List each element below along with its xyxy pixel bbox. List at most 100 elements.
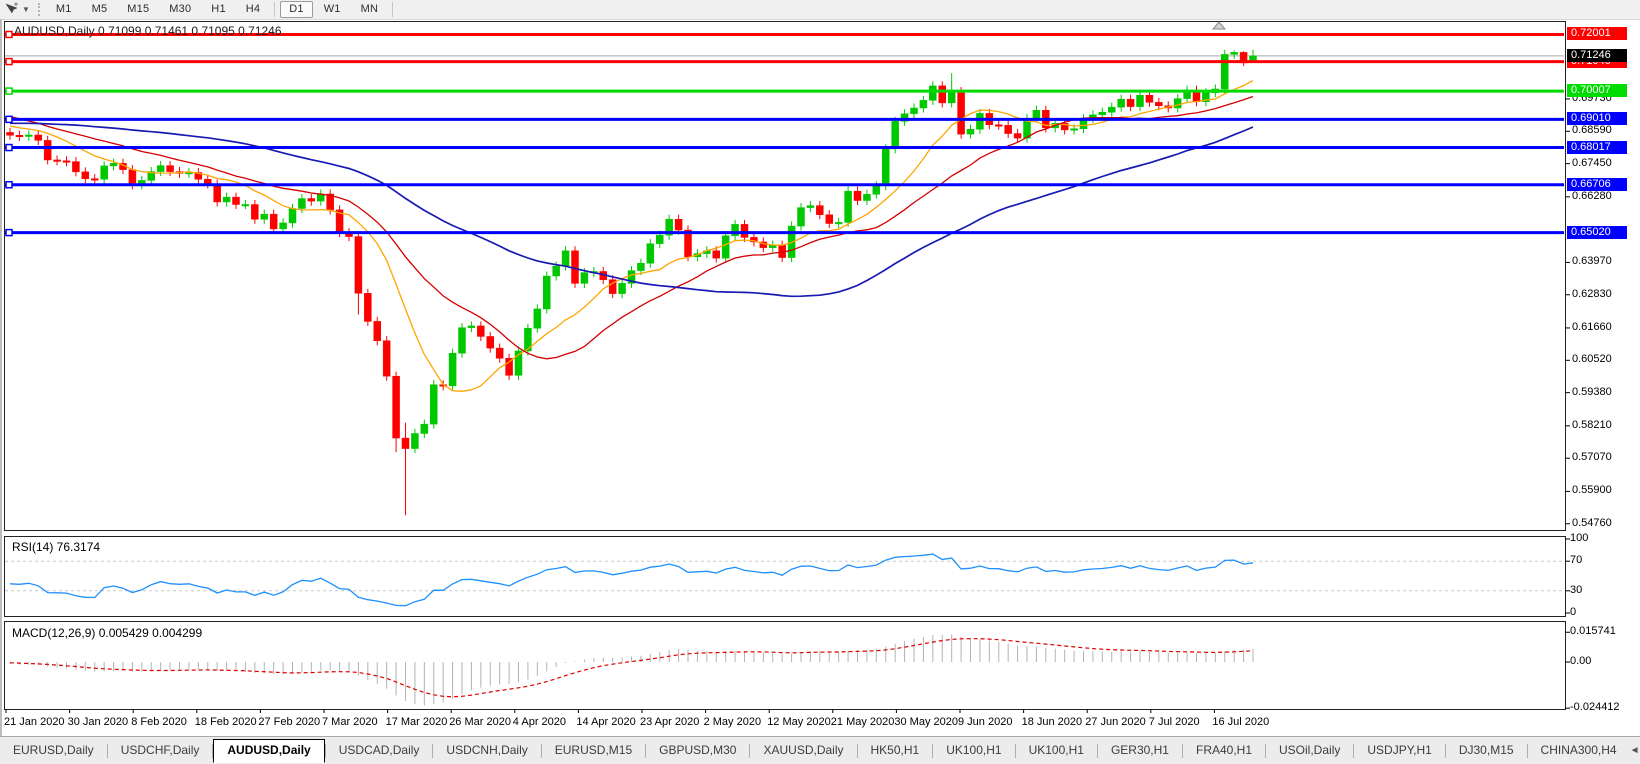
price-line-badge: 0.68017: [1567, 140, 1627, 154]
date-axis-label: 7 Jul 2020: [1148, 716, 1200, 728]
price-tick-label: 0.59380: [1572, 385, 1612, 398]
price-tick-label: 0.67450: [1572, 156, 1612, 169]
date-axis-label: 12 May 2020: [767, 716, 831, 728]
rsi-scale-label: 100: [1570, 532, 1589, 544]
price-tick-label: 0.60520: [1572, 353, 1612, 366]
tab-separator: [106, 743, 108, 758]
date-axis-label: 17 Mar 2020: [385, 716, 448, 728]
rsi-scale-label: 0: [1570, 606, 1577, 618]
toolbar-grip[interactable]: [37, 3, 40, 16]
tab-separator: [1353, 743, 1355, 758]
date-axis-label: 30 May 2020: [894, 716, 958, 728]
tab-separator: [432, 743, 434, 758]
tab-UK100-H1[interactable]: UK100,H1: [946, 743, 1002, 757]
tab-separator: [749, 743, 751, 758]
date-axis-label: 30 Jan 2020: [67, 716, 129, 728]
tab-UK100-H1[interactable]: UK100,H1: [1028, 743, 1084, 757]
price-tick-label: 0.62830: [1572, 287, 1612, 300]
tab-HK50-H1[interactable]: HK50,H1: [870, 743, 920, 757]
tab-EURUSD-Daily[interactable]: EURUSD,Daily: [13, 743, 94, 757]
timeframe-button-H4[interactable]: H4: [245, 3, 261, 15]
tab-separator: [856, 743, 858, 758]
date-axis-label: 4 Apr 2020: [512, 716, 567, 728]
price-tick-label: 0.54760: [1572, 516, 1612, 529]
tab-separator: [932, 743, 934, 758]
tab-CHINA300-H4[interactable]: CHINA300,H4: [1540, 743, 1617, 757]
date-axis-label: 14 Apr 2020: [576, 716, 636, 728]
toolbar-separator: [274, 2, 276, 17]
price-line-badge: 0.66706: [1567, 177, 1627, 191]
timeframe-button-M30[interactable]: M30: [169, 3, 192, 15]
tab-USDCAD-Daily[interactable]: USDCAD,Daily: [338, 743, 420, 757]
tab-FRA40-H1[interactable]: FRA40,H1: [1195, 743, 1253, 757]
macd-indicator-label: MACD(12,26,9) 0.005429 0.004299: [12, 626, 203, 640]
price-tick-label: 0.55900: [1572, 484, 1612, 497]
toolbar-separator: [392, 2, 394, 17]
tab-USOil-Daily[interactable]: USOil,Daily: [1279, 743, 1341, 757]
tab-AUDUSD-Daily[interactable]: AUDUSD,Daily: [213, 739, 325, 763]
chart-tab-bar: EURUSD,Daily USDCHF,Daily AUDUSD,Daily USDC…: [0, 736, 1640, 764]
price-line-badge: 0.69010: [1567, 112, 1627, 126]
price-tick-label: 0.57070: [1572, 451, 1612, 464]
rsi-plot-area[interactable]: [5, 537, 1564, 616]
price-line-badge: 0.65020: [1567, 225, 1627, 239]
tab-separator: [1181, 743, 1183, 758]
pane-splitter-rsi[interactable]: [5, 531, 1564, 537]
timeframe-button-MN[interactable]: MN: [360, 3, 379, 15]
tab-separator: [324, 743, 326, 758]
toolbar: ▼ M1 M5 M15 M30 H1 H4 D1 W1 MN: [0, 0, 1640, 20]
dropdown-caret-icon[interactable]: ▼: [22, 5, 30, 14]
main-chart-plot-area[interactable]: [5, 22, 1564, 530]
tab-XAUUSD-Daily[interactable]: XAUUSD,Daily: [763, 743, 844, 757]
tab-DJ30-M15[interactable]: DJ30,M15: [1458, 743, 1514, 757]
window-left-edge: [0, 19, 2, 763]
date-axis-label: 21 May 2020: [830, 716, 895, 728]
date-axis-label: 18 Feb 2020: [194, 716, 257, 728]
rsi-indicator-label: RSI(14) 76.3174: [12, 540, 101, 554]
tab-scroll-left-icon[interactable]: ◄: [1629, 745, 1640, 756]
date-axis-label: 21 Jan 2020: [4, 716, 65, 728]
date-axis-label: 27 Feb 2020: [258, 716, 321, 728]
price-line-badge: 0.70007: [1567, 84, 1627, 98]
macd-scale-label: 0.015741: [1570, 625, 1616, 638]
timeframe-button-M1[interactable]: M1: [55, 3, 72, 15]
macd-plot-area[interactable]: [5, 622, 1564, 709]
rsi-scale-label: 30: [1570, 583, 1583, 596]
pane-splitter-macd[interactable]: [5, 616, 1564, 622]
tab-separator: [1014, 743, 1016, 758]
timeframe-button-M15[interactable]: M15: [127, 3, 150, 15]
price-tick-label: 0.61660: [1572, 320, 1612, 333]
tab-USDCNH-Daily[interactable]: USDCNH,Daily: [446, 743, 528, 757]
date-axis-label: 27 Jun 2020: [1085, 716, 1146, 728]
timeframe-button-D1[interactable]: D1: [280, 1, 313, 18]
date-axis-label: 16 Jul 2020: [1212, 716, 1270, 728]
tab-separator: [1096, 743, 1098, 758]
timeframe-button-W1[interactable]: W1: [323, 3, 341, 15]
timeframe-button-H1[interactable]: H1: [211, 3, 226, 15]
tab-USDCHF-Daily[interactable]: USDCHF,Daily: [120, 743, 200, 757]
tab-GER30-H1[interactable]: GER30,H1: [1110, 743, 1169, 757]
macd-scale-label: -0.024412: [1570, 701, 1620, 714]
current-price-badge: 0.71246: [1567, 48, 1627, 62]
tab-USDJPY-H1[interactable]: USDJPY,H1: [1367, 743, 1432, 757]
date-axis-label: 9 Jun 2020: [958, 716, 1013, 728]
tab-GBPUSD-M30[interactable]: GBPUSD,M30: [659, 743, 737, 757]
cursor-tool-icon[interactable]: [4, 2, 20, 17]
price-tick-label: 0.63970: [1572, 255, 1612, 268]
tab-EURUSD-M15[interactable]: EURUSD,M15: [554, 743, 633, 757]
price-tick-label: 0.68590: [1572, 124, 1612, 137]
macd-scale-label: 0.00: [1570, 655, 1592, 667]
price-tick-label: 0.66280: [1572, 189, 1612, 202]
chart-symbol-title: AUDUSD,Daily 0.71099 0.71461 0.71095 0.7…: [14, 24, 282, 38]
tab-separator: [212, 743, 214, 758]
price-tick-label: 0.58210: [1572, 418, 1612, 431]
tab-separator: [645, 743, 647, 758]
tab-separator: [1444, 743, 1446, 758]
timeframe-button-M5[interactable]: M5: [91, 3, 108, 15]
date-axis-label: 23 Apr 2020: [640, 716, 700, 728]
date-axis-label: 8 Feb 2020: [131, 716, 187, 728]
tab-separator: [1265, 743, 1267, 758]
date-axis-label: 18 Jun 2020: [1021, 716, 1083, 728]
tab-separator: [540, 743, 542, 758]
date-axis-label: 2 May 2020: [703, 716, 762, 728]
